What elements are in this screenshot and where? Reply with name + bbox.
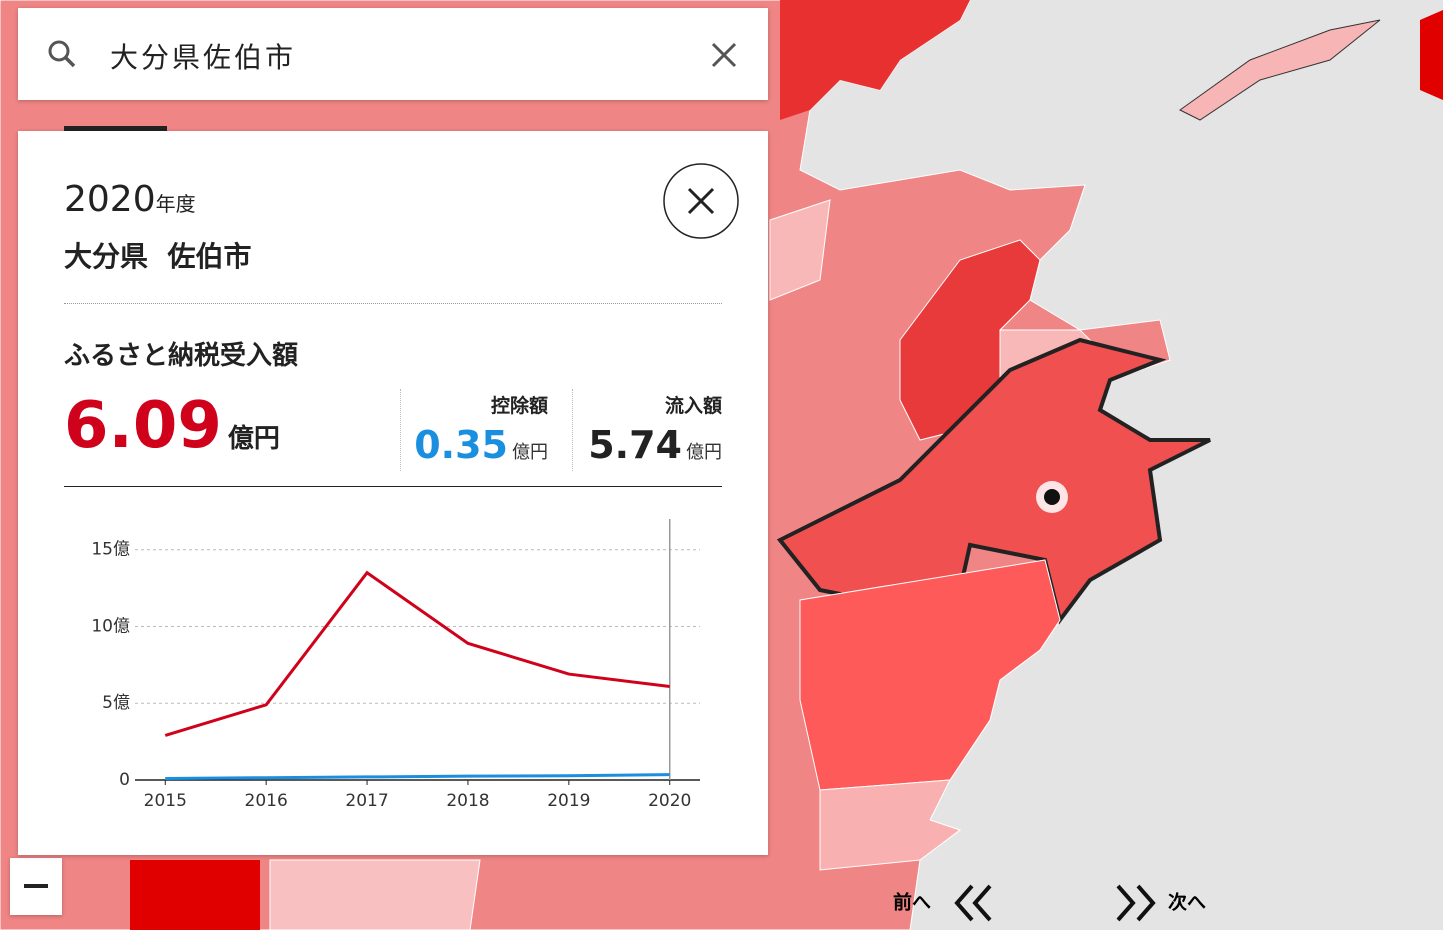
city: 佐伯市 xyxy=(167,240,252,273)
search-icon xyxy=(48,40,76,68)
x-tick-label: 2019 xyxy=(547,791,590,811)
clear-button[interactable] xyxy=(710,41,738,69)
prev-button[interactable]: 前へ xyxy=(893,891,931,914)
year-suffix: 年度 xyxy=(155,192,196,216)
series-line xyxy=(164,570,670,737)
inflow: 5.74 億円 xyxy=(578,423,722,467)
region xyxy=(799,559,1061,791)
place-name: 大分県 佐伯市 xyxy=(64,235,252,275)
year-row: 2020年度 xyxy=(64,179,196,220)
region xyxy=(769,199,831,301)
total-unit: 億円 xyxy=(227,424,280,454)
x-tick-label: 2017 xyxy=(345,791,388,811)
next-icon[interactable] xyxy=(1136,884,1156,922)
close-button[interactable] xyxy=(662,162,740,240)
y-tick-label: 15億 xyxy=(91,540,130,560)
location-marker xyxy=(1044,489,1060,505)
separator xyxy=(64,486,722,487)
x-tick-label: 2016 xyxy=(245,791,288,811)
prev-icon[interactable] xyxy=(954,884,974,922)
divider xyxy=(572,389,573,471)
region xyxy=(130,860,260,930)
region xyxy=(819,779,962,871)
y-tick-label: 10億 xyxy=(91,616,130,636)
prev-icon[interactable] xyxy=(972,884,992,922)
region xyxy=(269,859,481,930)
inflow-value: 5.74 xyxy=(588,423,682,467)
next-button[interactable]: 次へ xyxy=(1168,891,1206,914)
search-box[interactable]: 大分県佐伯市 xyxy=(18,8,768,100)
island xyxy=(1420,10,1443,100)
deduction: 0.35 億円 xyxy=(404,423,548,467)
deduction-label: 控除額 xyxy=(490,395,548,417)
zoom-out-button[interactable] xyxy=(10,858,62,915)
minus-icon xyxy=(24,884,48,888)
deduction-value: 0.35 xyxy=(414,423,508,467)
next-icon[interactable] xyxy=(1116,884,1136,922)
total-value: 6.09 xyxy=(64,389,222,463)
y-tick-label: 5億 xyxy=(102,693,130,713)
metric-title: ふるさと納税受入額 xyxy=(64,341,299,371)
separator xyxy=(64,303,722,304)
region xyxy=(780,0,970,120)
series-line xyxy=(165,773,670,780)
inflow-unit: 億円 xyxy=(686,442,722,463)
x-tick-label: 2015 xyxy=(144,791,187,811)
divider xyxy=(400,389,401,471)
total: 6.09 億円 xyxy=(64,389,280,463)
island xyxy=(1179,19,1381,121)
inflow-label: 流入額 xyxy=(664,395,722,417)
deduction-unit: 億円 xyxy=(512,442,548,463)
prefecture: 大分県 xyxy=(64,240,149,273)
search-query: 大分県佐伯市 xyxy=(110,41,297,74)
x-tick-label: 2018 xyxy=(446,791,489,811)
line-chart: 0 5億 10億 15億 2015 2016 2017 2018 2019 2020 xyxy=(91,519,700,811)
info-panel: 2020年度 大分県 佐伯市 ふるさと納税受入額 6.09 億円 控除額 0.35… xyxy=(18,131,768,855)
y-tick-label: 0 xyxy=(119,770,130,790)
x-tick-label: 2020 xyxy=(648,791,691,811)
year: 2020 xyxy=(64,179,156,220)
region xyxy=(899,239,1041,441)
